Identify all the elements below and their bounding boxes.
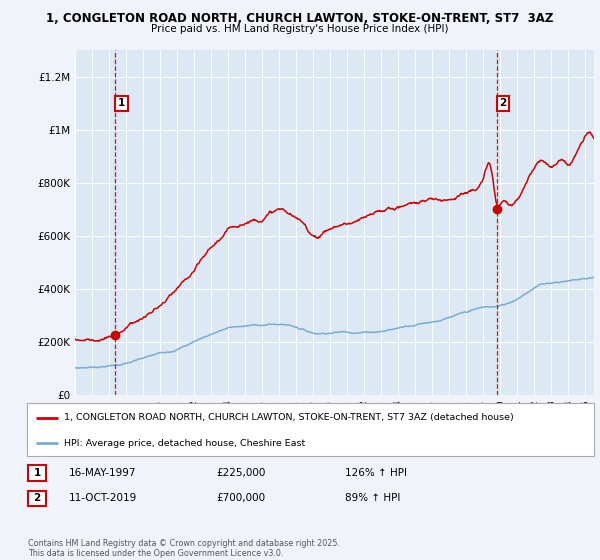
Text: 16-MAY-1997: 16-MAY-1997 [69, 468, 137, 478]
Text: 1: 1 [34, 468, 41, 478]
Text: 1, CONGLETON ROAD NORTH, CHURCH LAWTON, STOKE-ON-TRENT, ST7 3AZ (detached house): 1, CONGLETON ROAD NORTH, CHURCH LAWTON, … [64, 413, 514, 422]
Text: Contains HM Land Registry data © Crown copyright and database right 2025.
This d: Contains HM Land Registry data © Crown c… [28, 539, 340, 558]
Text: 11-OCT-2019: 11-OCT-2019 [69, 493, 137, 503]
Text: 1: 1 [118, 99, 125, 109]
Text: £700,000: £700,000 [216, 493, 265, 503]
Text: £225,000: £225,000 [216, 468, 265, 478]
Text: Price paid vs. HM Land Registry's House Price Index (HPI): Price paid vs. HM Land Registry's House … [151, 24, 449, 34]
Text: 2: 2 [34, 493, 41, 503]
Text: 1, CONGLETON ROAD NORTH, CHURCH LAWTON, STOKE-ON-TRENT, ST7  3AZ: 1, CONGLETON ROAD NORTH, CHURCH LAWTON, … [46, 12, 554, 25]
Text: 2: 2 [499, 99, 506, 109]
Text: HPI: Average price, detached house, Cheshire East: HPI: Average price, detached house, Ches… [64, 438, 305, 447]
Text: 126% ↑ HPI: 126% ↑ HPI [345, 468, 407, 478]
Text: 89% ↑ HPI: 89% ↑ HPI [345, 493, 400, 503]
